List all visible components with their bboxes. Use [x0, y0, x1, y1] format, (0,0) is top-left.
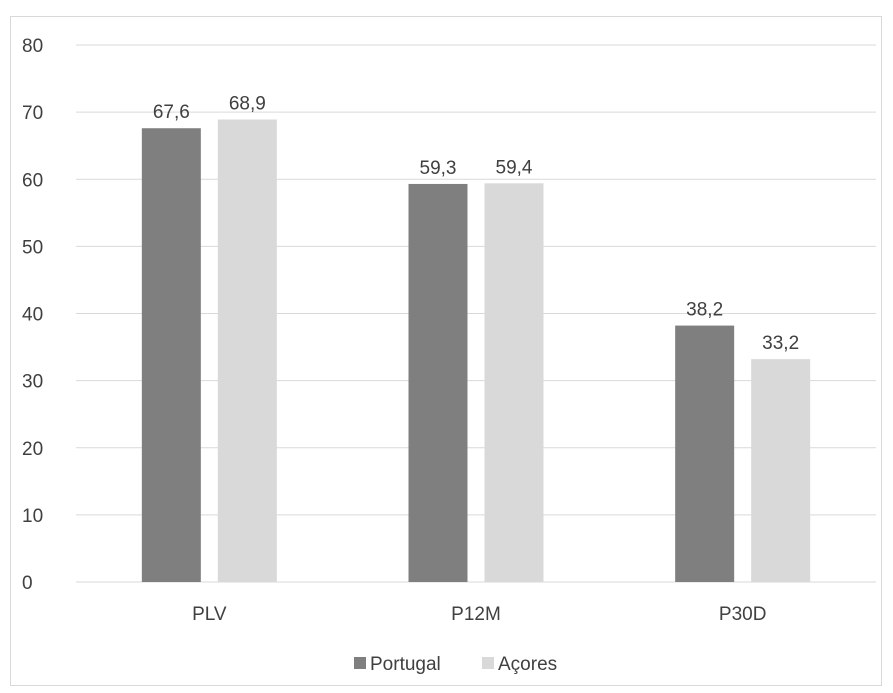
- data-labels: 67,6 68,9 59,3 59,4 38,2 33,2: [153, 94, 799, 355]
- y-tick-label: 50: [22, 237, 43, 258]
- y-tick-label: 0: [22, 573, 33, 594]
- data-label: 33,2: [762, 333, 799, 354]
- legend-label: Açores: [498, 654, 557, 675]
- y-tick-label: 70: [22, 103, 43, 124]
- bar-plv-portugal: [141, 128, 201, 583]
- y-tick-label: 60: [22, 170, 43, 191]
- x-tick-label: PLV: [192, 604, 227, 625]
- x-tick-label: P12M: [451, 604, 501, 625]
- bar-p12m-portugal: [408, 183, 468, 583]
- legend-swatch: [482, 657, 494, 669]
- bars: [141, 119, 811, 583]
- data-label: 67,6: [153, 102, 190, 123]
- x-tick-label: P30D: [719, 604, 767, 625]
- bar-p30d-acores: [751, 359, 811, 582]
- y-tick-label: 30: [22, 372, 43, 393]
- y-axis: 0 10 20 30 40 50 60 70 80: [22, 36, 43, 594]
- bar-plv-acores: [217, 119, 277, 582]
- data-label: 38,2: [686, 300, 723, 321]
- y-tick-label: 10: [22, 506, 43, 527]
- legend: Portugal Açores: [354, 654, 557, 675]
- y-tick-label: 20: [22, 439, 43, 460]
- legend-swatch: [354, 657, 366, 669]
- bar-p30d-portugal: [675, 325, 735, 582]
- data-label: 59,3: [420, 158, 457, 179]
- gridlines: [76, 44, 876, 583]
- data-label: 59,4: [496, 157, 533, 178]
- bar-p12m-acores: [484, 183, 544, 582]
- legend-label: Portugal: [370, 654, 441, 675]
- y-tick-label: 80: [22, 36, 43, 57]
- x-axis: PLV P12M P30D: [192, 604, 766, 625]
- y-tick-label: 40: [22, 305, 43, 326]
- data-label: 68,9: [229, 94, 266, 115]
